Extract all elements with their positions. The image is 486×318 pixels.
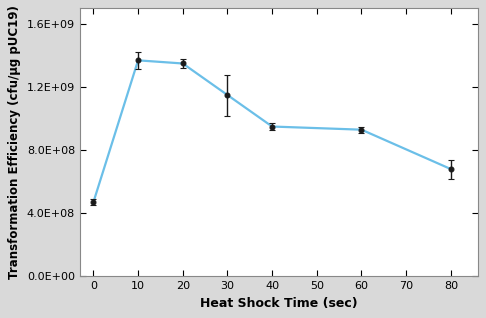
Y-axis label: Transformation Efficiency (cfu/µg pUC19): Transformation Efficiency (cfu/µg pUC19): [8, 5, 21, 279]
X-axis label: Heat Shock Time (sec): Heat Shock Time (sec): [200, 297, 358, 310]
